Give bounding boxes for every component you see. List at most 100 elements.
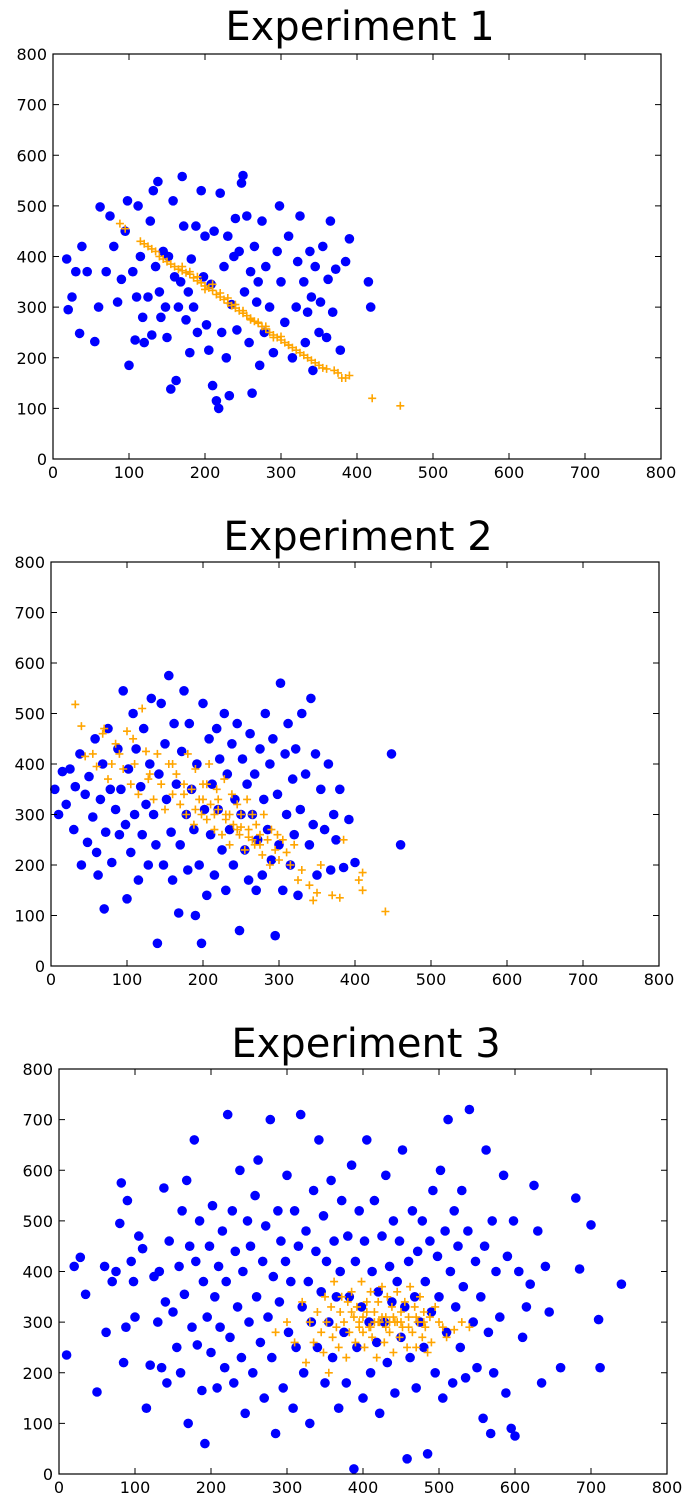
data-point (214, 795, 223, 804)
data-point (312, 870, 322, 880)
data-point (308, 1185, 319, 1196)
y-tick-label: 800 (14, 553, 45, 572)
x-tick-label: 800 (646, 463, 677, 482)
x-tick-label: 600 (492, 970, 523, 989)
data-point (298, 1368, 309, 1378)
data-point (324, 1368, 333, 1377)
data-point (438, 1393, 448, 1403)
data-point (181, 1175, 192, 1186)
data-point (301, 1226, 311, 1236)
data-point (283, 718, 293, 729)
data-point (219, 1362, 230, 1373)
data-point (248, 810, 257, 819)
data-point (356, 1302, 367, 1312)
y-tick-label: 300 (22, 1313, 53, 1332)
data-point (202, 1312, 212, 1322)
x-tick-label: 700 (570, 463, 601, 482)
data-point (107, 1276, 117, 1287)
data-point (380, 1338, 389, 1347)
data-point (236, 178, 247, 188)
data-point (211, 723, 222, 734)
data-point (122, 1195, 133, 1206)
y-tick-label: 0 (35, 957, 45, 976)
data-point (209, 870, 220, 880)
data-point (423, 1348, 432, 1357)
data-point (455, 1342, 466, 1353)
data-point (145, 759, 155, 769)
data-point (274, 840, 284, 850)
data-point (508, 1216, 519, 1226)
data-point (104, 775, 112, 784)
data-point (514, 1266, 524, 1277)
data-point (169, 718, 179, 729)
data-point (318, 241, 328, 252)
data-point (101, 266, 111, 277)
data-point (293, 1241, 304, 1251)
data-point (212, 1383, 222, 1393)
data-point (434, 1292, 444, 1302)
data-point (334, 368, 342, 377)
data-point (206, 1347, 216, 1358)
data-point (266, 855, 277, 865)
data-point (410, 1302, 419, 1311)
data-point (274, 1297, 285, 1307)
data-point (275, 856, 283, 864)
data-point (381, 1170, 391, 1181)
y-tick-label: 200 (22, 1364, 53, 1383)
data-point (295, 1109, 306, 1120)
data-point (234, 246, 244, 257)
x-tick-label: 700 (576, 1478, 607, 1497)
data-point (283, 1318, 291, 1327)
data-point (449, 1206, 460, 1216)
data-point (256, 840, 264, 849)
data-point (253, 277, 263, 287)
data-point (427, 1338, 436, 1347)
data-point (525, 1279, 535, 1289)
data-point (510, 1431, 520, 1441)
data-point (403, 1256, 414, 1267)
data-point (251, 1292, 262, 1302)
data-point (349, 1464, 359, 1474)
data-point (314, 327, 324, 338)
chart-1: Experiment 1 0 100 200 300 400 500 600 700 800 0 10… (16, 4, 676, 482)
x-tick-label: 200 (196, 1478, 227, 1497)
data-point (411, 1383, 422, 1393)
data-point (75, 1252, 86, 1263)
data-point (206, 800, 215, 809)
data-point (344, 234, 355, 244)
data-point (176, 800, 185, 809)
data-point (197, 1385, 207, 1396)
data-point (82, 837, 93, 848)
data-point (254, 360, 265, 371)
data-point (249, 769, 260, 779)
data-point (555, 1362, 566, 1373)
data-point (119, 765, 128, 773)
data-point (325, 865, 336, 875)
data-point (178, 221, 189, 231)
data-point (370, 1308, 379, 1316)
data-point (205, 760, 214, 768)
data-point (215, 1322, 225, 1332)
data-point (162, 1378, 172, 1388)
data-point (362, 1135, 372, 1145)
data-point (317, 1328, 326, 1337)
data-point (395, 1333, 404, 1342)
data-point (191, 765, 200, 773)
data-point (171, 375, 181, 386)
data-point (339, 835, 348, 844)
data-point (216, 289, 225, 297)
y-tick-label: 800 (22, 1060, 53, 1079)
data-point (344, 814, 354, 825)
data-point (383, 1292, 392, 1301)
data-point (137, 829, 147, 840)
data-point (67, 292, 77, 302)
data-point (190, 910, 201, 921)
data-point (116, 784, 126, 795)
data-point (110, 804, 121, 815)
y-tick-label: 0 (37, 450, 47, 469)
data-point (112, 297, 123, 307)
y-tick-label: 600 (22, 1161, 53, 1180)
x-tick-label: 700 (568, 970, 599, 989)
data-point (61, 254, 72, 264)
data-point (128, 708, 138, 719)
